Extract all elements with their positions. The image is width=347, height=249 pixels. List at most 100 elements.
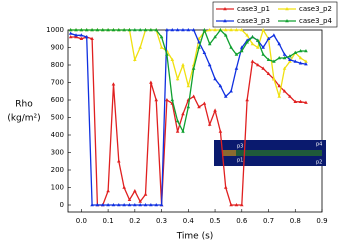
data-point	[277, 84, 282, 88]
data-point	[261, 28, 265, 32]
data-point	[277, 94, 282, 98]
data-point	[133, 203, 137, 207]
x-tick-label: 0.8	[290, 217, 301, 225]
data-point	[288, 59, 292, 63]
inset-label: p2	[316, 160, 322, 166]
y-tick-label: 1000	[46, 26, 64, 34]
data-point	[165, 28, 169, 32]
data-point	[68, 31, 73, 35]
legend-label: case3_p1	[237, 5, 270, 13]
data-point	[149, 80, 153, 84]
legend-marker	[285, 7, 289, 11]
data-point	[149, 203, 153, 207]
x-tick-label: 0.5	[209, 217, 220, 225]
data-point	[79, 33, 84, 37]
data-point	[143, 203, 148, 207]
data-point	[218, 129, 223, 133]
x-tick-label: 0.1	[103, 217, 114, 225]
data-point	[122, 28, 126, 32]
y-tick-label: 100	[51, 184, 64, 192]
data-point	[245, 33, 249, 37]
data-point	[175, 77, 180, 81]
x-tick-label: 0.3	[156, 217, 167, 225]
data-point	[234, 28, 239, 32]
data-point	[170, 28, 175, 32]
data-point	[261, 45, 265, 49]
data-point	[95, 203, 100, 207]
data-point	[181, 63, 185, 67]
data-point	[229, 28, 233, 32]
data-point	[111, 82, 116, 86]
series-line	[70, 36, 307, 206]
data-point	[239, 45, 244, 49]
data-point	[202, 28, 207, 32]
data-point	[181, 28, 185, 32]
data-point	[213, 28, 217, 32]
legend-label: case3_p2	[299, 5, 332, 13]
data-point	[218, 84, 223, 88]
data-point	[250, 59, 255, 63]
data-point	[304, 59, 308, 63]
data-point	[229, 45, 233, 49]
data-point	[223, 185, 228, 189]
data-point	[170, 57, 175, 62]
data-point	[100, 203, 105, 207]
data-point	[191, 66, 196, 70]
data-point	[229, 203, 233, 207]
y-tick-label: 800	[51, 61, 64, 69]
x-tick-label: 0.2	[129, 217, 140, 225]
x-tick-label: 0.9	[316, 217, 327, 225]
data-point	[191, 28, 196, 32]
data-point	[149, 28, 153, 32]
plot-frame	[67, 29, 323, 213]
data-point	[186, 28, 191, 32]
x-tick-label: 0.7	[263, 217, 274, 225]
data-point	[159, 203, 164, 207]
data-point	[207, 122, 212, 126]
data-point	[154, 98, 159, 102]
y-tick-label: 400	[51, 131, 64, 139]
data-point	[207, 63, 212, 67]
legend-marker	[285, 19, 289, 23]
y-tick-label: 900	[51, 44, 64, 52]
legend-marker	[223, 7, 227, 11]
inset-label: p3	[237, 144, 243, 150]
data-point	[282, 56, 287, 60]
data-point	[191, 94, 196, 98]
data-point	[298, 99, 303, 104]
y-axis-label: (kg/m²)	[7, 114, 40, 124]
data-point	[111, 203, 116, 207]
data-point	[202, 50, 207, 55]
data-point	[282, 66, 287, 70]
data-point	[213, 77, 217, 81]
data-point	[106, 28, 110, 32]
data-point	[106, 189, 110, 193]
data-point	[288, 54, 292, 58]
data-point	[229, 89, 233, 93]
data-point	[250, 42, 255, 46]
y-tick-label: 200	[51, 166, 64, 174]
legend-marker	[223, 19, 227, 23]
data-point	[127, 197, 132, 202]
data-point	[239, 49, 244, 53]
data-point	[90, 36, 94, 41]
y-tick-label: 700	[51, 79, 64, 87]
data-point	[122, 203, 126, 207]
data-point	[293, 59, 298, 63]
data-point	[304, 100, 308, 104]
y-axis-label: Rho	[15, 100, 33, 110]
data-point	[213, 35, 217, 39]
data-point	[272, 33, 276, 37]
data-point	[298, 49, 303, 53]
y-tick-label: 600	[51, 96, 64, 104]
data-point	[143, 192, 148, 196]
legend-label: case3_p3	[237, 17, 270, 25]
data-point	[133, 28, 137, 32]
data-point	[202, 101, 207, 105]
data-point	[207, 28, 212, 32]
data-point	[293, 50, 298, 55]
data-point	[159, 35, 164, 39]
legend: case3_p1 case3_p2 case3_p3 case3_p4	[212, 1, 338, 28]
data-point	[186, 105, 191, 109]
data-point	[175, 129, 180, 133]
